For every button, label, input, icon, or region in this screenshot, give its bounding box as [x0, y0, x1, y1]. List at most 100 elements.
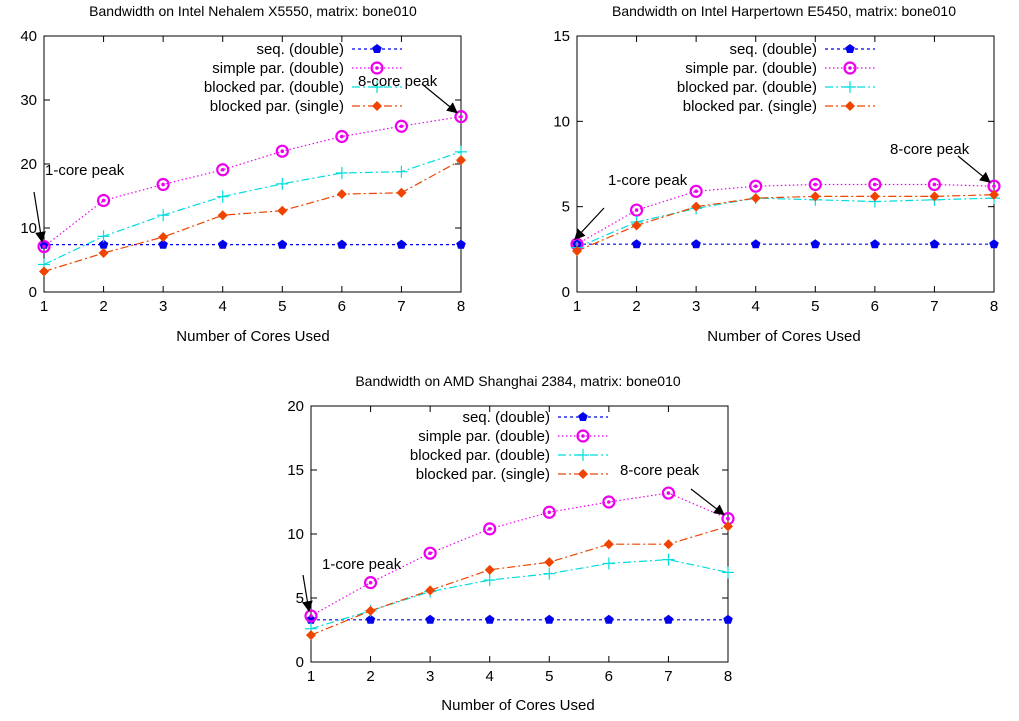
y-tick-label: 0 — [29, 284, 37, 301]
plot-area: 0 10 20 30 40 1 2 3 4 5 6 7 8 seq. (double) simple par… — [20, 28, 468, 315]
data-point — [96, 193, 111, 208]
data-point — [98, 239, 109, 249]
data-point — [691, 239, 701, 249]
data-point — [365, 614, 376, 624]
legend-label: simple par. (double) — [418, 428, 550, 445]
chart-title: Bandwidth on Intel Harpertown E5450, mat… — [612, 3, 956, 19]
data-point — [929, 191, 940, 202]
legend-label: blocked par. (double) — [204, 79, 344, 96]
data-point — [454, 110, 468, 124]
data-point — [689, 184, 703, 198]
data-point — [98, 247, 109, 258]
legend-label: seq. (double) — [256, 41, 344, 58]
data-point — [869, 191, 880, 202]
chart-title: Bandwidth on Intel Nehalem X5550, matrix… — [89, 3, 417, 19]
data-point — [810, 239, 820, 249]
data-point — [572, 246, 582, 257]
annotation-arrow — [574, 207, 605, 241]
series-line — [43, 151, 462, 266]
legend-marker — [843, 61, 857, 75]
x-tick-label: 4 — [486, 668, 494, 685]
y-tick-label: 5 — [296, 590, 304, 607]
data-point — [363, 576, 378, 590]
annotation-arrow — [33, 191, 46, 243]
data-point — [483, 574, 496, 587]
chart-title: Bandwidth on AMD Shanghai 2384, matrix: … — [355, 373, 681, 389]
legend-label: seq. (double) — [462, 409, 550, 426]
legend-marker — [578, 469, 588, 479]
annotation-label: 8-core peak — [620, 462, 700, 479]
x-tick-label: 7 — [930, 298, 938, 315]
annotation-label: 8-core peak — [358, 73, 438, 90]
data-point — [749, 179, 763, 193]
x-tick-label: 2 — [99, 298, 107, 315]
y-tick-label: 20 — [287, 398, 304, 415]
legend-label: simple par. (double) — [212, 60, 344, 77]
legend: seq. (double) simple par. (double) blocked… — [677, 41, 875, 115]
data-point — [631, 239, 642, 249]
legend-marker — [372, 44, 382, 53]
data-point — [39, 266, 49, 277]
x-axis-label: Number of Cores Used — [176, 328, 329, 345]
legend-label: blocked par. (double) — [677, 79, 817, 96]
legend-marker — [578, 412, 588, 421]
legend-label: blocked par. (single) — [210, 98, 344, 115]
data-point — [663, 614, 674, 624]
x-axis-label: Number of Cores Used — [707, 328, 860, 345]
x-tick-label: 5 — [278, 298, 286, 315]
data-point — [337, 239, 347, 249]
x-tick-label: 6 — [605, 668, 613, 685]
data-point — [604, 614, 614, 624]
data-point — [544, 557, 555, 568]
y-tick-label: 30 — [20, 92, 37, 109]
x-axis-label: Number of Cores Used — [441, 697, 594, 714]
x-tick-label: 6 — [871, 298, 879, 315]
data-point — [216, 163, 230, 177]
data-point — [929, 239, 940, 249]
series-line — [310, 492, 729, 617]
data-point — [544, 614, 554, 624]
data-point — [631, 220, 642, 231]
y-tick-label: 10 — [287, 526, 304, 543]
data-point — [218, 239, 228, 249]
y-tick-label: 0 — [562, 284, 570, 301]
x-tick-label: 8 — [457, 298, 465, 315]
series-line — [576, 183, 995, 245]
annotation-label: 1-core peak — [322, 556, 402, 573]
x-tick-label: 8 — [990, 298, 998, 315]
legend-marker — [370, 61, 384, 75]
data-point — [156, 177, 170, 192]
data-point — [750, 193, 761, 204]
data-point — [810, 191, 821, 202]
data-point — [217, 210, 228, 221]
data-point — [216, 190, 229, 203]
data-point — [722, 566, 734, 579]
series-line — [576, 197, 995, 249]
data-point — [158, 239, 168, 249]
data-point — [396, 239, 407, 249]
data-point — [365, 605, 376, 616]
y-tick-label: 10 — [20, 220, 37, 237]
data-point — [989, 189, 999, 200]
legend-marker — [845, 101, 855, 111]
x-tick-label: 1 — [40, 298, 48, 315]
legend-label: blocked par. (single) — [683, 98, 817, 115]
legend: seq. (double) simple par. (double) blocked… — [204, 41, 402, 115]
annotation-arrow — [302, 574, 313, 612]
data-point — [425, 614, 435, 624]
panel-nehalem: Bandwidth on Intel Nehalem X5550, matrix… — [20, 3, 468, 345]
legend-marker — [577, 449, 589, 461]
y-tick-label: 5 — [562, 199, 570, 216]
x-tick-label: 4 — [219, 298, 227, 315]
data-point — [423, 546, 437, 560]
annotation-label: 1-core peak — [45, 162, 125, 179]
data-point — [484, 564, 495, 575]
data-point — [602, 495, 616, 509]
data-point — [395, 165, 408, 178]
data-point — [335, 129, 349, 144]
legend-marker — [371, 81, 383, 93]
data-point — [336, 189, 347, 200]
data-point — [691, 201, 702, 212]
plot-area: 0 5 10 15 20 1 2 3 4 5 6 7 8 seq. (double) simple par.… — [287, 398, 735, 685]
data-point — [542, 505, 556, 519]
